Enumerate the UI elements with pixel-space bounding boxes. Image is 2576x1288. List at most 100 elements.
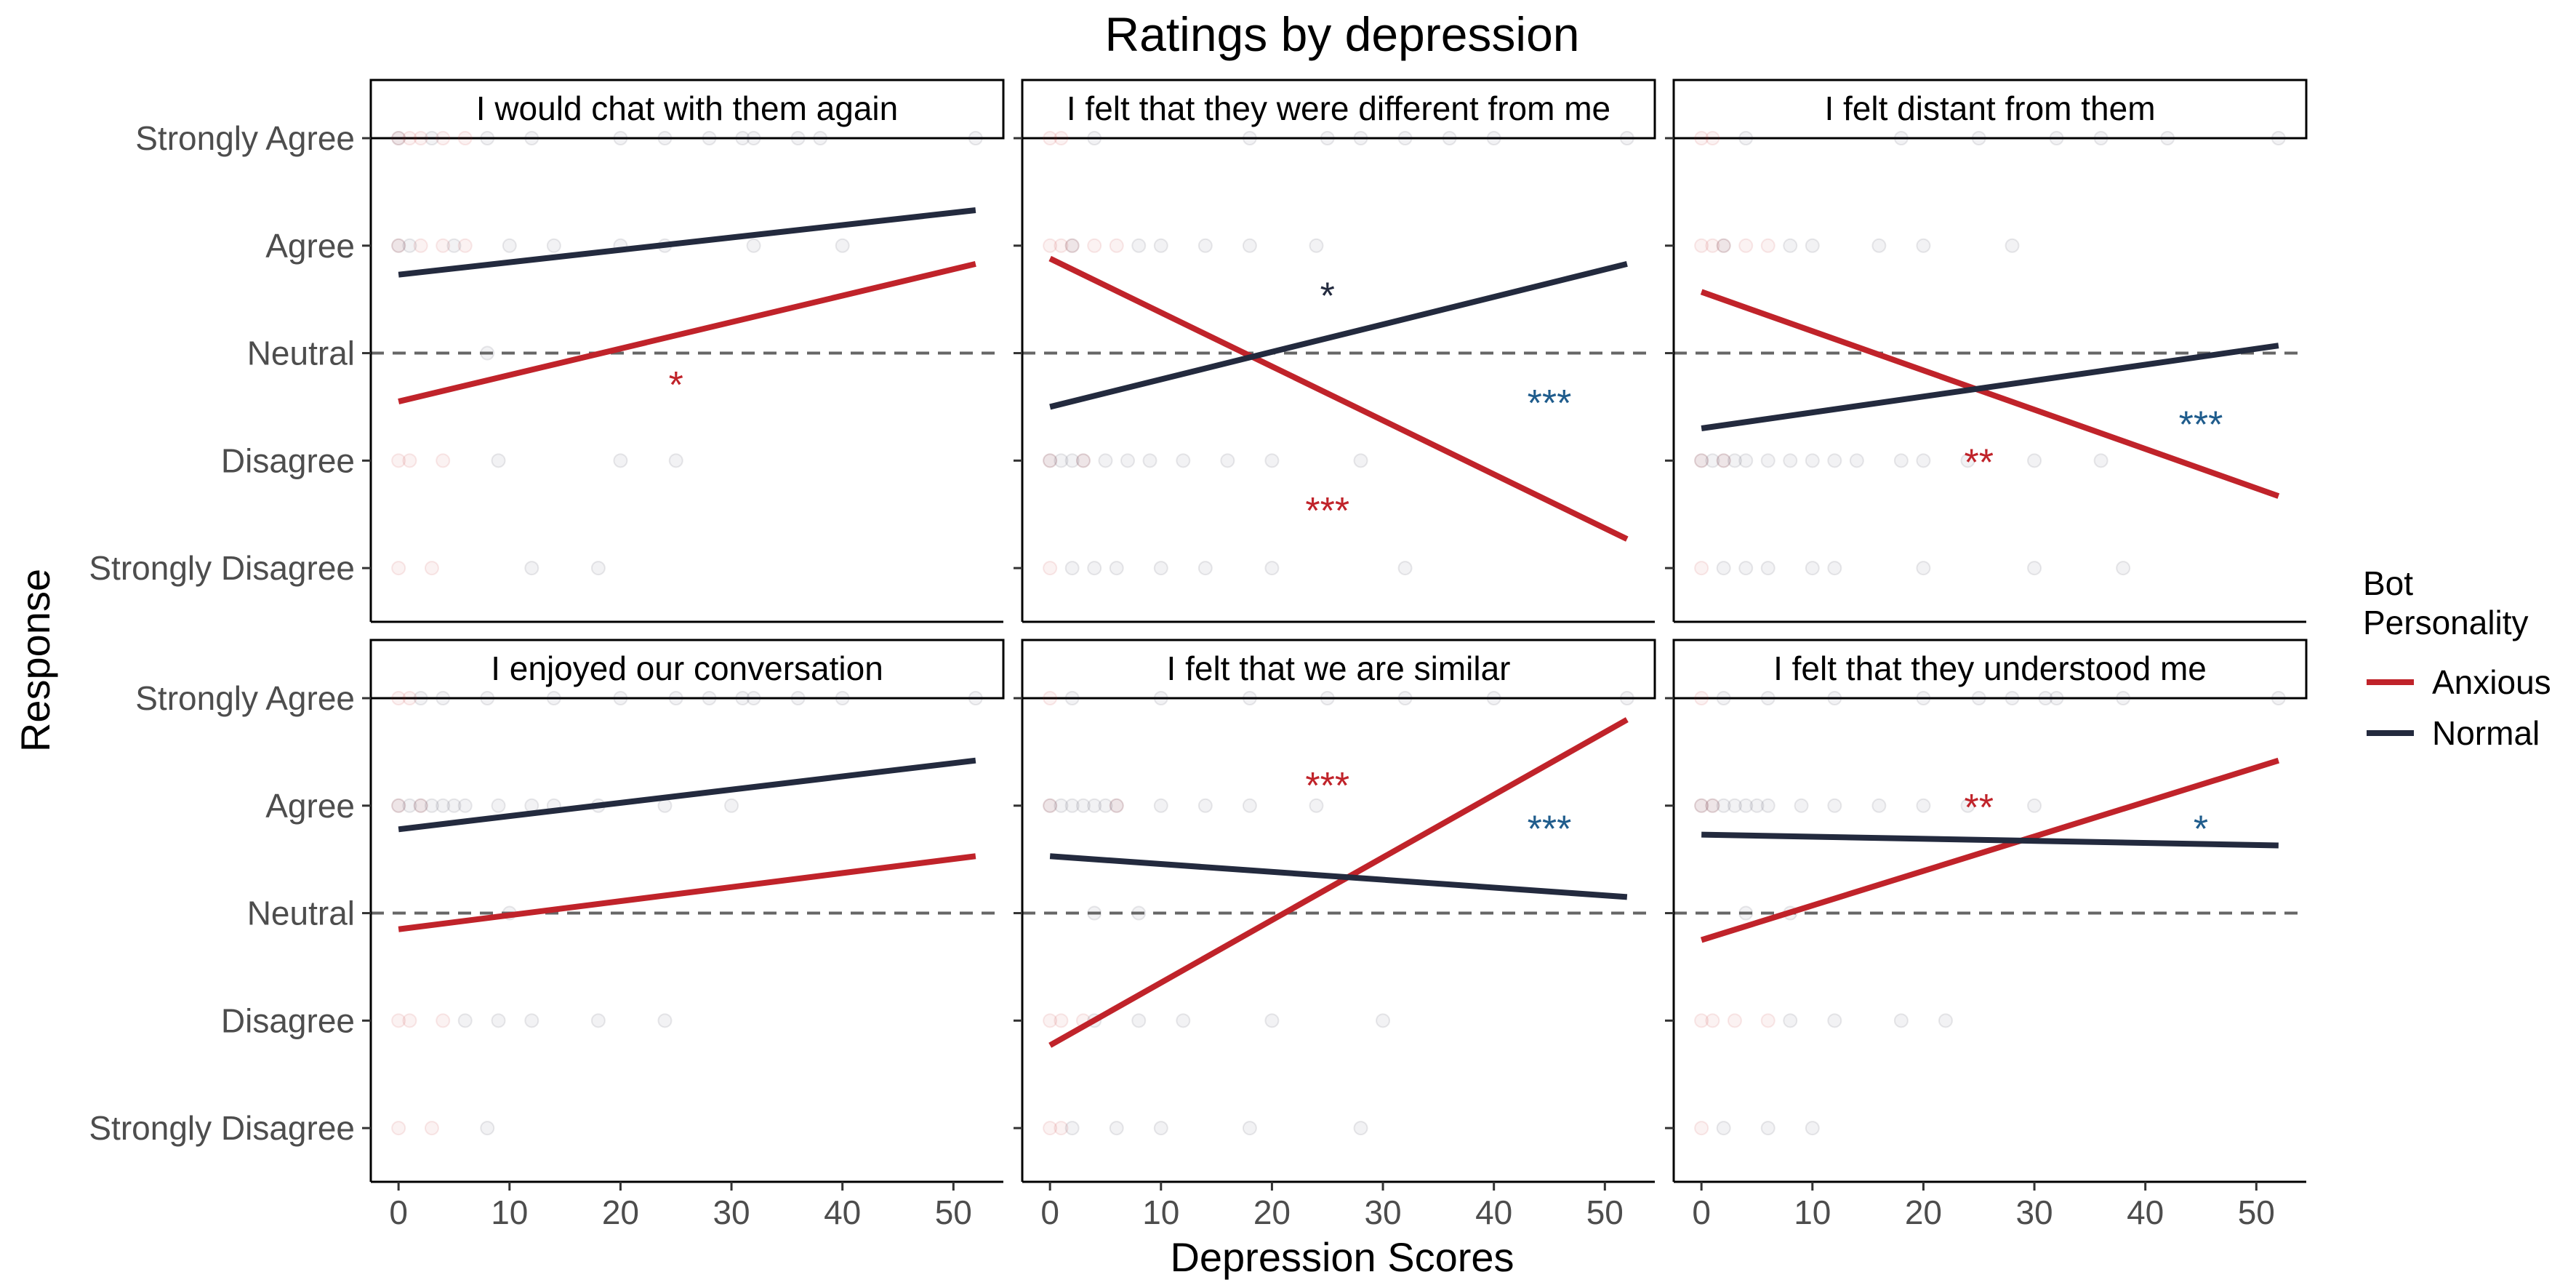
panel-1-point-normal-15 bbox=[502, 238, 517, 253]
panel-2-point-normal-21 bbox=[1353, 131, 1368, 145]
panel-1-trend-line-normal bbox=[398, 207, 976, 278]
panel-6-point-normal-17 bbox=[1916, 691, 1931, 705]
x-axis-title: Depression Scores bbox=[1170, 1234, 1514, 1280]
panel-3-point-normal-21 bbox=[2005, 238, 2020, 253]
panel-2-point-normal-11 bbox=[1353, 453, 1368, 468]
panel-1-point-normal-16 bbox=[546, 238, 561, 253]
panel-3-point-normal-17 bbox=[1783, 238, 1798, 253]
panel-4-point-normal-2 bbox=[402, 798, 417, 813]
panel-2-point-normal-10 bbox=[1264, 453, 1280, 468]
panel-4-point-anxious-7 bbox=[436, 1013, 451, 1028]
panel-3-point-normal-11 bbox=[1893, 453, 1909, 468]
panel-1-point-normal-5 bbox=[524, 131, 539, 145]
panel-5-point-normal-24 bbox=[1109, 1121, 1124, 1136]
panel-5-point-normal-12 bbox=[1064, 691, 1080, 705]
panel-5-significance-1: *** bbox=[1305, 765, 1349, 807]
panel-3-trend-line-anxious bbox=[1700, 289, 2280, 499]
panel-6-significance-1: ** bbox=[1964, 787, 1993, 829]
panel-6-point-normal-11 bbox=[1916, 798, 1931, 813]
panel-3-point-normal-8 bbox=[1805, 453, 1820, 468]
panel-5-point-normal-2 bbox=[1054, 798, 1069, 813]
panel-1-point-normal-1 bbox=[391, 238, 406, 253]
panel-4-point-normal-13 bbox=[724, 798, 739, 813]
panel-1-point-anxious-2 bbox=[402, 131, 417, 145]
panel-4-point-normal-12 bbox=[657, 798, 673, 813]
panel-4-x-tick-label-20: 20 bbox=[602, 1193, 639, 1231]
panel-1-point-normal-12 bbox=[813, 131, 828, 145]
panel-2-point-normal-9 bbox=[1220, 453, 1235, 468]
panel-1-point-anxious-5 bbox=[457, 131, 473, 145]
panel-3-point-normal-28 bbox=[1716, 561, 1731, 576]
panel-3-point-normal-23 bbox=[1893, 131, 1909, 145]
panel-5-point-normal-19 bbox=[1131, 1013, 1147, 1028]
panel-5: I felt that we are similar *** *** 0 10 20 30 4… bbox=[1014, 639, 1656, 1231]
panel-3-point-normal-10 bbox=[1849, 453, 1864, 468]
panel-5-significance-2: *** bbox=[1528, 808, 1572, 850]
panel-5-point-normal-13 bbox=[1153, 691, 1168, 705]
panel-5-point-normal-21 bbox=[1264, 1013, 1280, 1028]
panel-6-point-normal-18 bbox=[1971, 691, 1986, 705]
panel-2-point-anxious-7 bbox=[1109, 238, 1124, 253]
panel-5-point-anxious-6 bbox=[1043, 798, 1058, 813]
panel-5-point-normal-25 bbox=[1153, 1121, 1168, 1136]
panel-1-point-normal-13 bbox=[402, 238, 417, 253]
panel-6-point-normal-26 bbox=[1893, 1013, 1909, 1028]
panel-6-point-normal-14 bbox=[1716, 691, 1731, 705]
panel-6-point-normal-22 bbox=[2116, 691, 2131, 705]
panel-3-point-anxious-1 bbox=[1694, 131, 1709, 145]
panel-6-point-normal-13 bbox=[2027, 798, 2042, 813]
panel-4-point-normal-24 bbox=[835, 691, 850, 705]
panel-5-point-normal-14 bbox=[1242, 691, 1257, 705]
panel-6-point-normal-3 bbox=[1716, 798, 1731, 813]
panel-3-point-normal-2 bbox=[1705, 453, 1720, 468]
panel-6-point-normal-15 bbox=[1760, 691, 1775, 705]
panel-2-point-normal-6 bbox=[1120, 453, 1135, 468]
panel-6-point-anxious-4 bbox=[1705, 1013, 1720, 1028]
panel-5-point-normal-16 bbox=[1397, 691, 1413, 705]
panel-4-point-normal-15 bbox=[436, 691, 451, 705]
panel-4-point-normal-20 bbox=[702, 691, 717, 705]
panel-4-x-tick-label-50: 50 bbox=[935, 1193, 972, 1231]
panel-4-point-normal-22 bbox=[746, 691, 761, 705]
panel-4-point-anxious-5 bbox=[391, 1013, 406, 1028]
panel-6-point-normal-2 bbox=[1705, 798, 1720, 813]
panel-6-point-normal-23 bbox=[2271, 691, 2286, 705]
facet-panels: I would chat with them again * Strongly Di… bbox=[89, 79, 2308, 1231]
panel-2-point-normal-15 bbox=[1197, 238, 1213, 253]
panel-3-point-anxious-10 bbox=[1694, 561, 1709, 576]
panel-3-point-normal-1 bbox=[1694, 453, 1709, 468]
legend-label-normal: Normal bbox=[2432, 714, 2540, 752]
panel-3-point-anxious-4 bbox=[1705, 238, 1720, 253]
panel-1-point-normal-6 bbox=[613, 131, 628, 145]
panel-2-point-anxious-9 bbox=[1043, 561, 1058, 576]
panel-1-point-anxious-14 bbox=[424, 561, 439, 576]
panel-5-point-normal-20 bbox=[1176, 1013, 1191, 1028]
panel-6-x-tick-label-0: 0 bbox=[1692, 1193, 1711, 1231]
panel-4-point-normal-17 bbox=[546, 691, 561, 705]
panel-1-y-tick-label-agree: Agree bbox=[265, 227, 355, 265]
panel-2-point-normal-17 bbox=[1309, 238, 1324, 253]
panel-2-point-normal-24 bbox=[1486, 131, 1501, 145]
panel-2-point-anxious-1 bbox=[1043, 131, 1058, 145]
panel-2-point-normal-28 bbox=[1153, 561, 1168, 576]
panel-2-point-normal-3 bbox=[1064, 453, 1080, 468]
panel-5-point-normal-30 bbox=[1619, 691, 1634, 705]
panel-4-point-normal-32 bbox=[480, 1121, 495, 1136]
panel-3-point-normal-6 bbox=[1760, 453, 1775, 468]
panel-4-x-tick-label-0: 0 bbox=[389, 1193, 408, 1231]
panel-6-title: I felt that they understood me bbox=[1773, 649, 2207, 687]
panel-5-point-normal-5 bbox=[1087, 798, 1102, 813]
panel-3-point-normal-31 bbox=[1805, 561, 1820, 576]
panel-3-point-anxious-9 bbox=[1716, 453, 1731, 468]
panel-2-point-anxious-4 bbox=[1054, 238, 1069, 253]
panel-3-point-anxious-6 bbox=[1738, 238, 1754, 253]
panel-3-point-normal-34 bbox=[2027, 561, 2042, 576]
panel-5-point-anxious-1 bbox=[1043, 1013, 1058, 1028]
panel-3-point-normal-4 bbox=[1727, 453, 1742, 468]
panel-4-title: I enjoyed our conversation bbox=[491, 649, 883, 687]
panel-1-point-anxious-9 bbox=[457, 238, 473, 253]
panel-6-trend-line-anxious bbox=[1700, 757, 2280, 943]
panel-5-x-tick-label-50: 50 bbox=[1586, 1193, 1624, 1231]
panel-2-strip bbox=[1021, 79, 1656, 140]
panel-5-point-normal-8 bbox=[1153, 798, 1168, 813]
